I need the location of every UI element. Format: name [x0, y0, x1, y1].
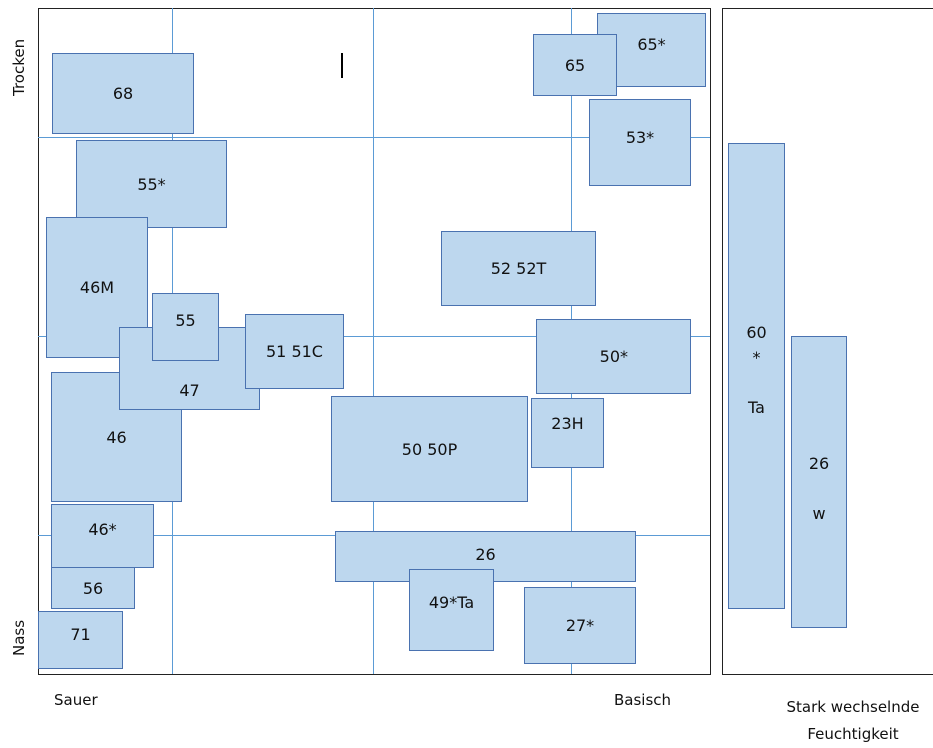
side-box: 60 * Ta	[728, 143, 785, 609]
grid-line	[38, 336, 710, 337]
box: 71	[38, 611, 123, 669]
box: 68	[52, 53, 194, 134]
box: 23H	[531, 398, 604, 468]
box: 50 50P	[331, 396, 528, 502]
box: 50*	[536, 319, 691, 394]
axis-label: Nass	[10, 619, 28, 656]
text-cursor	[341, 53, 343, 78]
box: 27*	[524, 587, 636, 664]
box: 46*	[51, 504, 154, 568]
box: 53*	[589, 99, 691, 186]
side-box: 26 w	[791, 336, 847, 628]
axis-label: Feuchtigkeit	[807, 725, 899, 743]
box: 52 52T	[441, 231, 596, 306]
axis-label: Basisch	[614, 691, 672, 709]
box: 56	[51, 567, 135, 609]
axis-label: Sauer	[54, 691, 98, 709]
box: 46	[51, 372, 182, 502]
axis-label: Trocken	[10, 38, 28, 96]
box: 65	[533, 34, 617, 96]
axis-label: Stark wechselnde	[786, 698, 920, 716]
grid-line	[38, 137, 710, 138]
box: 49*Ta	[409, 569, 494, 651]
box: 55	[152, 293, 219, 361]
grid-line	[373, 8, 374, 674]
box: 51 51C	[245, 314, 344, 389]
box: 55*	[76, 140, 227, 228]
main-frame	[38, 8, 711, 675]
side-frame	[722, 8, 933, 675]
